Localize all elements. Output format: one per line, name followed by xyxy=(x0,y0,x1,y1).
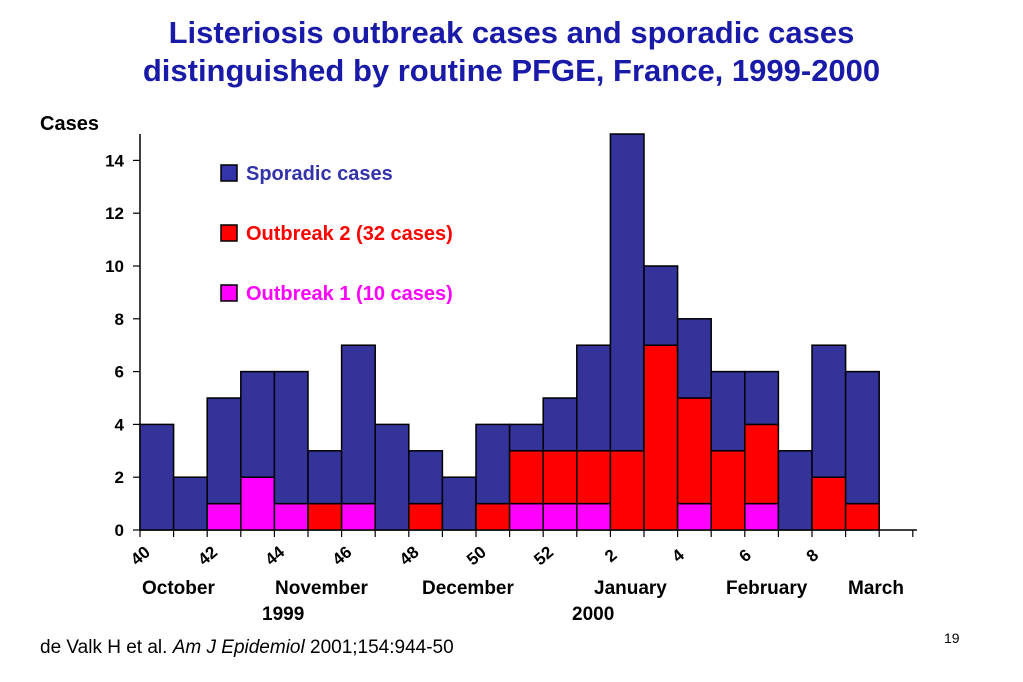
bar-segment-sporadic-cases xyxy=(441,476,477,531)
y-tick-label: 12 xyxy=(105,204,124,223)
x-tick-label: 6 xyxy=(736,545,755,566)
bar-segment-sporadic-cases xyxy=(307,450,343,505)
bar-segment-sporadic-cases xyxy=(172,476,208,531)
bar-segment-sporadic-cases xyxy=(206,397,242,505)
year-label-1999: 1999 xyxy=(262,604,305,625)
bar-segment-outbreak-2-32-cases xyxy=(811,476,847,531)
chart-title-line-1: Listeriosis outbreak cases and sporadic … xyxy=(168,15,855,50)
legend-swatch xyxy=(220,164,238,182)
month-label-march: March xyxy=(848,578,904,599)
bar-segment-outbreak-2-32-cases xyxy=(576,450,612,505)
page-number: 19 xyxy=(944,630,960,646)
bar-segment-sporadic-cases xyxy=(811,344,847,478)
bar-segment-outbreak-2-32-cases xyxy=(744,423,780,505)
bar-segment-sporadic-cases xyxy=(609,133,645,452)
bar-segment-outbreak-2-32-cases xyxy=(676,397,712,505)
y-tick-label: 8 xyxy=(115,310,124,329)
month-label-february: February xyxy=(726,578,808,599)
x-tick-label: 4 xyxy=(668,545,688,566)
legend-swatch xyxy=(220,284,238,302)
citation-authors: de Valk H et al. xyxy=(40,637,168,658)
x-tick-label: 44 xyxy=(262,542,289,569)
bar-segment-sporadic-cases xyxy=(240,370,276,478)
bar-segment-outbreak-1-10-cases xyxy=(542,502,578,531)
x-tick-label: 42 xyxy=(194,542,221,569)
bar-segment-outbreak-2-32-cases xyxy=(609,450,645,531)
bar-segment-sporadic-cases xyxy=(374,423,410,531)
bar-segment-outbreak-2-32-cases xyxy=(710,450,746,531)
bar-segment-outbreak-2-32-cases xyxy=(844,502,880,531)
bar-segment-sporadic-cases xyxy=(408,450,444,505)
bar-segment-sporadic-cases xyxy=(475,423,511,505)
legend-label: Outbreak 2 (32 cases) xyxy=(246,223,453,245)
bar-segment-sporadic-cases xyxy=(643,265,679,346)
bar-segment-sporadic-cases xyxy=(542,397,578,452)
month-label-december: December xyxy=(422,578,514,599)
bar-segment-sporadic-cases xyxy=(844,370,880,505)
bar-segment-outbreak-2-32-cases xyxy=(307,502,343,531)
bar-segment-outbreak-2-32-cases xyxy=(643,344,679,531)
legend-swatch xyxy=(220,224,238,242)
month-label-october: October xyxy=(142,578,215,599)
bar-segment-outbreak-1-10-cases xyxy=(676,502,712,531)
x-tick-label: 52 xyxy=(530,542,557,569)
x-tick-label: 46 xyxy=(329,542,356,569)
x-tick-label: 48 xyxy=(396,542,423,569)
citation: de Valk H et al. Am J Epidemiol 2001;154… xyxy=(40,637,454,659)
bar-segment-sporadic-cases xyxy=(710,370,746,452)
bar-segment-outbreak-1-10-cases xyxy=(340,502,376,531)
month-label-november: November xyxy=(275,578,368,599)
bar-segment-outbreak-2-32-cases xyxy=(475,502,511,531)
bar-segment-sporadic-cases xyxy=(777,450,813,531)
bar-segment-outbreak-1-10-cases xyxy=(576,502,612,531)
chart-title-line-2: distinguished by routine PFGE, France, 1… xyxy=(142,53,881,88)
y-tick-label: 4 xyxy=(115,415,125,434)
citation-journal: Am J Epidemiol xyxy=(172,637,305,658)
bar-segment-sporadic-cases xyxy=(576,344,612,452)
month-label-january: January xyxy=(594,578,667,599)
bar-segment-sporadic-cases xyxy=(676,318,712,399)
x-tick-label: 50 xyxy=(463,542,490,569)
year-label-2000: 2000 xyxy=(572,604,615,625)
bar-segment-outbreak-2-32-cases xyxy=(542,450,578,505)
legend-label: Sporadic cases xyxy=(246,163,393,185)
chart-title: Listeriosis outbreak cases and sporadic … xyxy=(0,14,1023,90)
bar-segment-outbreak-2-32-cases xyxy=(408,502,444,531)
bar-segment-sporadic-cases xyxy=(744,370,780,426)
citation-reference: 2001;154:944-50 xyxy=(310,637,454,658)
bar-segment-sporadic-cases xyxy=(273,370,309,505)
y-tick-label: 10 xyxy=(105,257,124,276)
legend-label: Outbreak 1 (10 cases) xyxy=(246,283,453,305)
bar-segment-sporadic-cases xyxy=(139,423,175,531)
bar-segment-outbreak-1-10-cases xyxy=(273,502,309,531)
bar-segment-outbreak-2-32-cases xyxy=(508,450,544,505)
y-tick-label: 14 xyxy=(105,151,124,170)
x-tick-label: 2 xyxy=(601,545,620,566)
y-tick-label: 0 xyxy=(115,521,124,540)
bar-segment-outbreak-1-10-cases xyxy=(744,502,780,531)
bar-segment-sporadic-cases xyxy=(340,344,376,505)
bar-segment-outbreak-1-10-cases xyxy=(206,502,242,531)
y-tick-label: 2 xyxy=(115,468,124,487)
x-tick-label: 8 xyxy=(803,545,822,566)
x-tick-label: 40 xyxy=(127,542,154,569)
y-axis-label: Cases xyxy=(40,113,99,135)
y-tick-label: 6 xyxy=(115,363,124,382)
bar-segment-sporadic-cases xyxy=(508,423,544,452)
bar-segment-outbreak-1-10-cases xyxy=(508,502,544,531)
bar-segment-outbreak-1-10-cases xyxy=(240,476,276,531)
